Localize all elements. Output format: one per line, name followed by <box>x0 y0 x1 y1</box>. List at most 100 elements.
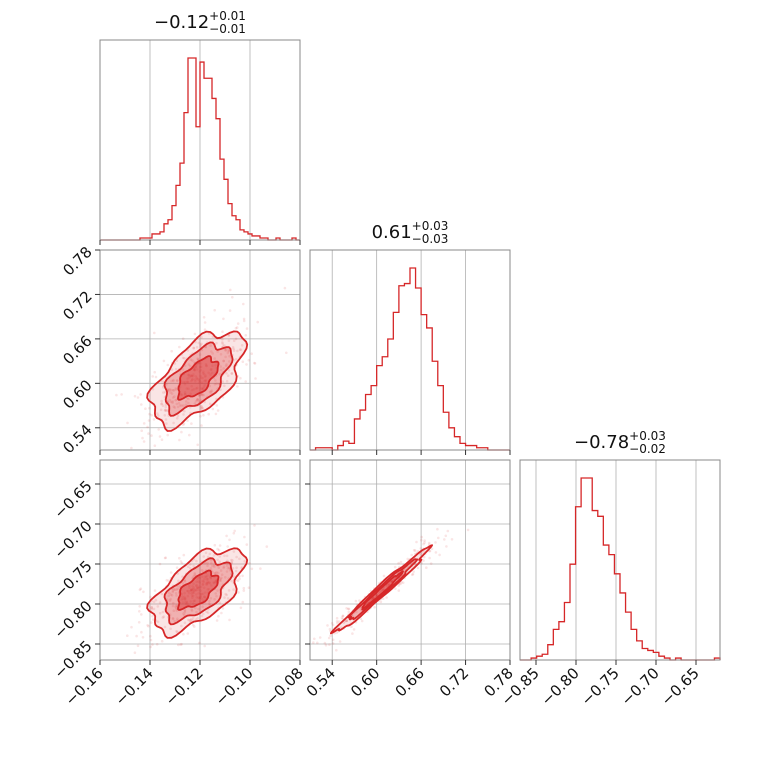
scatter-point <box>203 595 206 599</box>
scatter-point <box>345 619 348 622</box>
scatter-point <box>324 643 328 647</box>
scatter-point <box>178 404 182 407</box>
scatter-point <box>202 612 205 616</box>
scatter-point <box>199 594 203 598</box>
scatter-point <box>242 586 246 590</box>
scatter-point <box>347 607 351 611</box>
scatter-point <box>171 400 174 403</box>
scatter-point <box>335 631 339 635</box>
scatter-point <box>184 602 188 606</box>
scatter-point <box>213 598 216 601</box>
scatter-point <box>206 564 209 568</box>
scatter-point <box>184 400 188 403</box>
scatter-point <box>165 422 168 425</box>
scatter-point <box>181 368 185 371</box>
scatter-point <box>130 625 133 629</box>
scatter-point <box>227 369 231 372</box>
scatter-point <box>188 586 191 589</box>
scatter-point <box>174 387 177 390</box>
scatter-point <box>221 330 224 334</box>
scatter-point <box>182 404 185 407</box>
scatter-point <box>126 634 129 637</box>
scatter-point <box>228 618 231 622</box>
scatter-point <box>135 634 138 638</box>
scatter-point <box>181 595 184 599</box>
scatter-point <box>227 339 231 343</box>
scatter-point <box>133 394 137 398</box>
scatter-point <box>200 392 204 396</box>
scatter-point <box>227 349 230 352</box>
scatter-point <box>227 350 230 353</box>
scatter-point <box>183 621 187 624</box>
scatter-point <box>175 402 179 406</box>
scatter-point <box>434 541 437 544</box>
scatter-point <box>193 378 197 381</box>
scatter-point <box>420 538 423 542</box>
scatter-point <box>410 553 414 557</box>
scatter-point <box>214 592 217 595</box>
scatter-point <box>420 535 424 539</box>
scatter-point <box>200 376 203 380</box>
scatter-point <box>224 592 227 596</box>
scatter-point <box>207 581 211 584</box>
scatter-point <box>189 563 192 566</box>
scatter-point <box>189 358 193 362</box>
scatter-point <box>197 586 200 590</box>
scatter-point <box>170 349 173 353</box>
scatter-point <box>265 545 269 548</box>
scatter-point <box>197 585 201 588</box>
scatter-point <box>200 335 203 339</box>
scatter-point <box>213 565 216 568</box>
scatter-point <box>192 373 195 376</box>
scatter-point <box>151 643 154 646</box>
y-tick-label: 0.54 <box>59 421 95 457</box>
scatter-point <box>182 553 186 557</box>
scatter-point <box>170 379 173 383</box>
scatter-point <box>216 350 219 353</box>
param-title-1: −0.12+0.01 −0.01 <box>154 9 246 36</box>
scatter-point <box>203 375 207 379</box>
scatter-point <box>209 597 213 600</box>
scatter-point <box>227 360 231 363</box>
scatter-point <box>186 396 189 400</box>
scatter-point <box>163 409 167 412</box>
scatter-point <box>415 540 418 544</box>
scatter-point <box>191 623 195 627</box>
scatter-point <box>140 613 143 616</box>
x-tick-label: −0.08 <box>262 664 307 709</box>
scatter-point <box>150 607 154 611</box>
panel-param1-vs-param2 <box>95 249 301 455</box>
scatter-point <box>177 401 181 405</box>
scatter-point <box>164 390 167 394</box>
scatter-point <box>210 371 214 375</box>
scatter-point <box>234 358 238 361</box>
scatter-point <box>372 596 376 599</box>
scatter-point <box>190 374 193 378</box>
hist-panel-3: −0.78+0.03 −0.02 <box>519 429 721 665</box>
scatter-point <box>206 582 210 585</box>
contour-fill <box>330 545 433 634</box>
scatter-point <box>200 381 204 384</box>
scatter-point <box>142 422 146 425</box>
scatter-point <box>181 337 185 341</box>
scatter-point <box>174 388 178 391</box>
scatter-point <box>175 604 178 607</box>
scatter-point <box>183 580 187 583</box>
scatter-point <box>218 560 221 563</box>
x-tick-label: −0.75 <box>578 664 623 709</box>
scatter-point <box>217 548 221 552</box>
scatter-point <box>232 531 236 535</box>
contour-line <box>177 355 220 401</box>
scatter-point <box>434 551 438 554</box>
scatter-point <box>379 600 383 604</box>
scatter-point <box>446 529 450 533</box>
scatter-point <box>204 596 207 599</box>
scatter-point <box>138 610 141 613</box>
scatter-point <box>149 645 152 649</box>
scatter-point <box>196 378 199 381</box>
scatter-point <box>163 625 167 629</box>
scatter-point <box>199 365 203 369</box>
scatter-point <box>201 387 204 391</box>
scatter-point <box>177 643 180 647</box>
scatter-point <box>171 396 175 399</box>
